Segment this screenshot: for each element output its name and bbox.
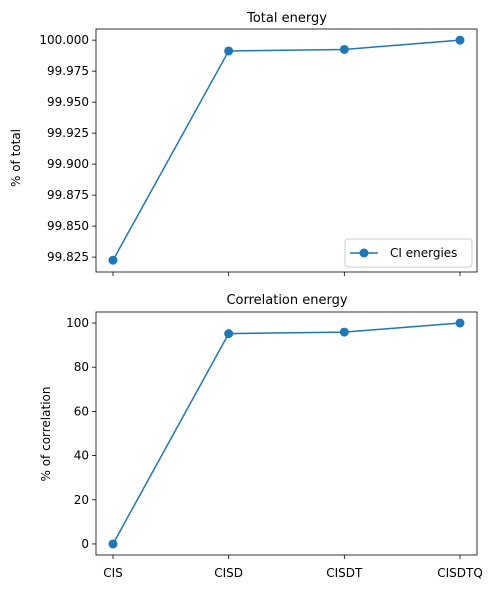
total-energy-data-point	[108, 255, 118, 265]
correlation-energy-data-point	[108, 539, 118, 549]
correlation-energy-title: Correlation energy	[226, 293, 347, 308]
total-energy-data-point	[455, 35, 465, 45]
legend-marker-swatch	[359, 248, 369, 258]
total-energy-y-tick-label: 99.825	[47, 250, 89, 264]
total-energy-y-axis: 99.825 99.850 99.875 99.900 99.925 99.950 99.9…	[39, 33, 96, 264]
total-energy-y-tick-label: 99.925	[47, 126, 89, 140]
total-energy-title: Total energy	[246, 11, 327, 26]
total-energy-y-tick-label: 99.900	[47, 157, 89, 171]
correlation-energy-x-tick-label: CISDT	[326, 566, 363, 580]
correlation-energy-x-tick-label: CISDTQ	[437, 566, 483, 580]
correlation-energy-y-tick-label: 40	[74, 449, 89, 463]
total-energy-y-tick-label: 99.975	[47, 64, 89, 78]
correlation-energy-series-line	[112, 322, 461, 545]
correlation-energy-y-tick-label: 20	[74, 493, 89, 507]
total-energy-data-point	[224, 46, 234, 56]
correlation-energy-x-tick-label: CISD	[214, 566, 243, 580]
correlation-energy-plot-frame	[95, 311, 478, 556]
total-energy-markers	[108, 35, 465, 265]
total-energy-y-tick-label: 100.000	[39, 33, 89, 47]
total-energy-series-line	[112, 39, 461, 261]
correlation-energy-y-tick-label: 0	[81, 537, 89, 551]
total-energy-plot-frame	[95, 28, 478, 273]
total-energy-y-tick-label: 99.875	[47, 188, 89, 202]
correlation-energy-x-axis: CIS CISD CISDT CISDTQ	[103, 555, 483, 580]
total-energy-data-point	[339, 44, 349, 54]
legend-entry-ci-energies: CI energies	[390, 246, 457, 260]
correlation-energy-ylabel: % of correlation	[39, 387, 53, 482]
total-energy-y-tick-label: 99.850	[47, 219, 89, 233]
panel-total-energy: Total energy % of total 99.82599.85099.8…	[9, 11, 478, 276]
total-energy-x-axis	[112, 272, 461, 276]
legend-box	[344, 238, 473, 268]
correlation-energy-y-axis: 0 20 40 60 80 100	[66, 316, 96, 551]
correlation-energy-y-tick-label: 100	[66, 316, 89, 330]
total-energy-ylabel: % of total	[9, 129, 23, 187]
correlation-energy-data-point	[339, 327, 349, 337]
correlation-energy-y-tick-label: 60	[74, 404, 89, 418]
correlation-energy-y-tick-label: 80	[74, 360, 89, 374]
correlation-energy-x-tick-label: CIS	[103, 566, 123, 580]
total-energy-legend: CI energies	[344, 238, 473, 268]
correlation-energy-data-point	[455, 318, 465, 328]
panel-correlation-energy: Correlation energy % of correlation 0 20 4…	[39, 293, 483, 580]
total-energy-y-tick-label: 99.950	[47, 95, 89, 109]
correlation-energy-markers	[108, 318, 465, 549]
correlation-energy-data-point	[224, 329, 234, 339]
